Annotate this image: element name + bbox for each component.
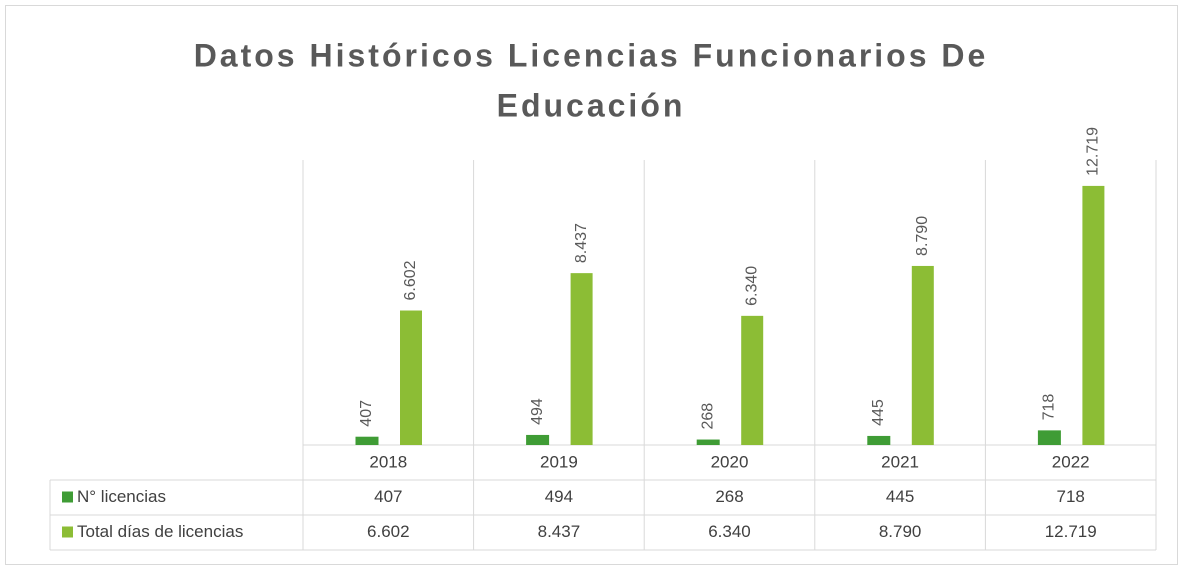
data-label: 494 <box>529 398 546 425</box>
x-tick-label: 2021 <box>881 452 919 471</box>
data-label: 407 <box>358 400 375 427</box>
legend-swatch <box>62 526 73 538</box>
table-cell: 268 <box>715 487 743 506</box>
chart-title: Educación <box>497 87 686 123</box>
bar <box>526 434 550 445</box>
data-label: 268 <box>699 403 716 430</box>
x-tick-label: 2020 <box>711 452 749 471</box>
table-cell: 6.340 <box>708 522 751 541</box>
bar <box>1082 185 1105 445</box>
bar <box>867 435 891 445</box>
bar <box>696 439 720 445</box>
chart-title: Datos Históricos Licencias Funcionarios … <box>194 37 989 73</box>
data-label: 8.437 <box>573 223 590 263</box>
legend-swatch <box>62 491 73 503</box>
table-cell: 407 <box>374 487 402 506</box>
table-cell: 12.719 <box>1045 522 1097 541</box>
table-cell: 6.602 <box>367 522 410 541</box>
bar <box>400 310 422 445</box>
table-cell: 445 <box>886 487 914 506</box>
legend-label: Total días de licencias <box>77 522 243 541</box>
x-tick-label: 2022 <box>1052 452 1090 471</box>
data-label: 718 <box>1041 394 1058 421</box>
table-cell: 494 <box>545 487 573 506</box>
table-cell: 718 <box>1057 487 1085 506</box>
bar <box>911 265 934 445</box>
bar <box>570 273 593 445</box>
data-label: 8.790 <box>914 216 931 256</box>
bar <box>355 436 379 445</box>
data-label: 445 <box>870 399 887 426</box>
legend-label: N° licencias <box>77 487 166 506</box>
data-label: 12.719 <box>1085 127 1102 176</box>
data-label: 6.602 <box>402 260 419 300</box>
data-label: 6.340 <box>743 266 760 306</box>
x-tick-label: 2018 <box>369 452 407 471</box>
x-tick-label: 2019 <box>540 452 578 471</box>
table-cell: 8.790 <box>879 522 922 541</box>
bar <box>1037 430 1061 445</box>
bar <box>741 315 764 445</box>
chart-border <box>5 5 1178 565</box>
table-cell: 8.437 <box>538 522 581 541</box>
